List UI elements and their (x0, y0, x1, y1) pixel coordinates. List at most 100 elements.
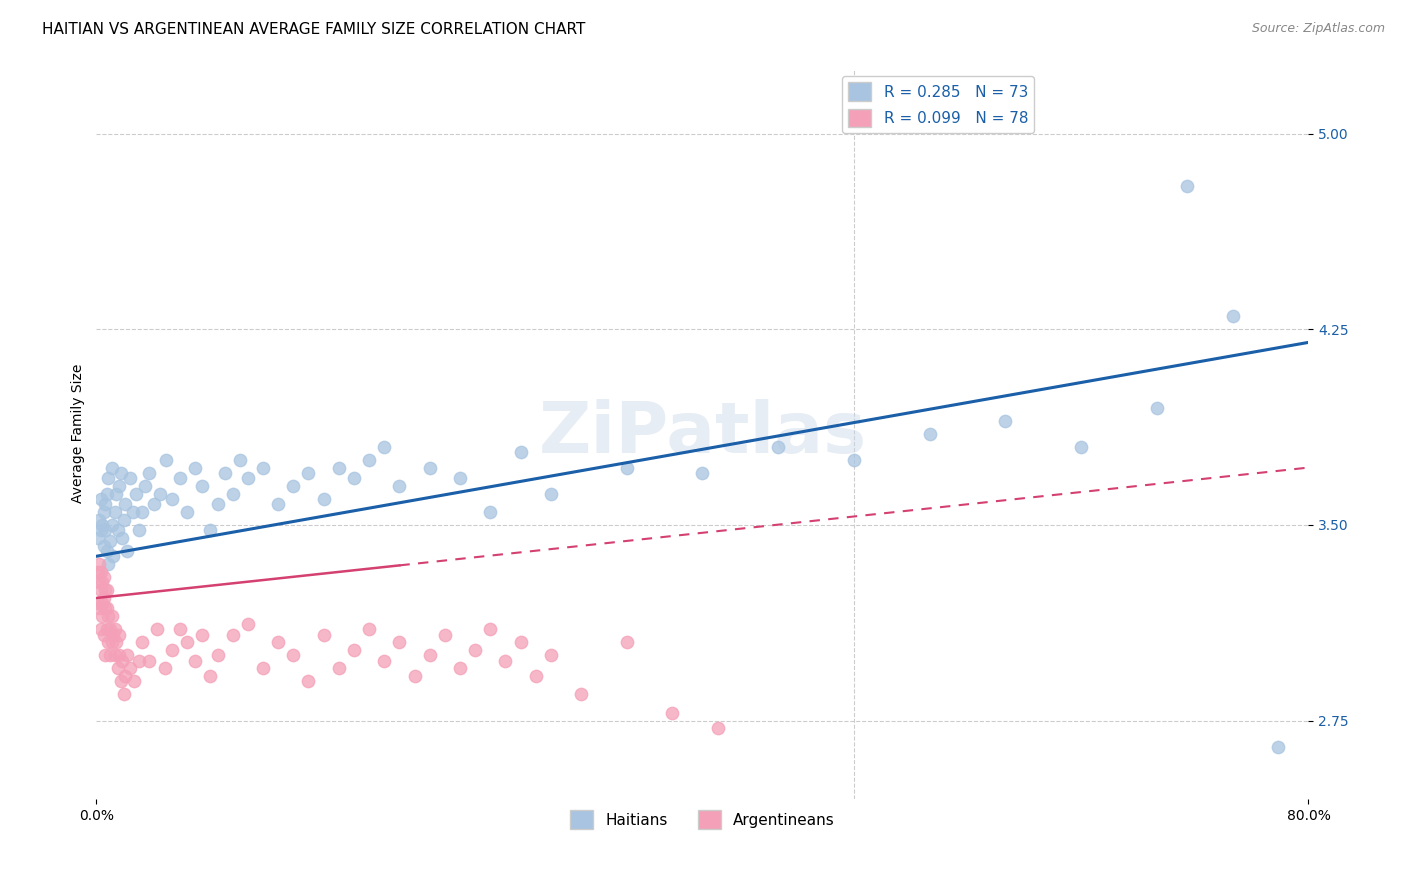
Point (297, 466, 319, 480)
Point (160, 643, 183, 657)
Point (479, 505, 502, 519)
Point (89, 513, 111, 527)
Point (87, 596, 110, 610)
Point (842, 452, 865, 467)
Point (433, 627, 456, 641)
Point (176, 505, 198, 519)
Point (236, 617, 259, 632)
Point (131, 505, 153, 519)
Point (373, 440, 395, 454)
Point (105, 486, 128, 500)
Point (155, 452, 177, 467)
Point (343, 643, 366, 657)
Point (93, 539, 115, 553)
Point (128, 654, 150, 668)
Point (449, 471, 471, 485)
Point (766, 440, 789, 454)
Point (96, 486, 118, 500)
Point (110, 674, 132, 689)
Point (90, 583, 112, 598)
Point (153, 661, 176, 675)
Point (198, 669, 221, 683)
Point (994, 414, 1017, 428)
Point (191, 627, 214, 641)
Point (1070, 440, 1092, 454)
Point (661, 706, 683, 720)
Point (122, 674, 145, 689)
Point (98, 622, 121, 636)
Point (191, 479, 214, 493)
Text: Source: ZipAtlas.com: Source: ZipAtlas.com (1251, 22, 1385, 36)
Point (388, 635, 411, 649)
Point (692, 466, 714, 480)
Point (98, 533, 121, 548)
Point (419, 460, 441, 475)
Point (108, 648, 131, 663)
Point (388, 479, 411, 493)
Point (97, 609, 120, 624)
Point (87, 565, 110, 579)
Point (222, 486, 245, 500)
Point (184, 654, 207, 668)
Point (96, 544, 118, 558)
Point (107, 523, 129, 537)
Point (1175, 178, 1198, 193)
Point (91, 609, 114, 624)
Point (114, 669, 136, 683)
Point (134, 479, 156, 493)
Point (449, 661, 471, 675)
Point (1222, 310, 1244, 324)
Point (90, 523, 112, 537)
Point (94, 523, 117, 537)
Point (138, 654, 160, 668)
Point (93, 570, 115, 584)
Point (142, 497, 165, 511)
Point (108, 479, 131, 493)
Point (404, 669, 426, 683)
Point (328, 460, 350, 475)
Point (89, 601, 111, 615)
Point (100, 518, 122, 533)
Point (98, 648, 121, 663)
Point (89, 575, 111, 590)
Point (169, 471, 191, 485)
Point (112, 688, 135, 702)
Point (236, 471, 259, 485)
Point (115, 648, 138, 663)
Point (90, 565, 112, 579)
Point (93, 627, 115, 641)
Point (207, 648, 229, 663)
Point (918, 426, 941, 441)
Point (111, 531, 134, 545)
Point (146, 622, 169, 636)
Point (312, 627, 335, 641)
Point (343, 471, 366, 485)
Text: ZiPatlas: ZiPatlas (538, 400, 866, 468)
Point (297, 674, 319, 689)
Point (540, 486, 562, 500)
Point (93, 505, 115, 519)
Point (283, 479, 305, 493)
Point (105, 635, 128, 649)
Point (419, 648, 441, 663)
Point (115, 544, 138, 558)
Point (169, 622, 191, 636)
Text: HAITIAN VS ARGENTINEAN AVERAGE FAMILY SIZE CORRELATION CHART: HAITIAN VS ARGENTINEAN AVERAGE FAMILY SI… (42, 22, 585, 37)
Point (96, 601, 118, 615)
Point (94, 601, 117, 615)
Point (87, 531, 110, 545)
Point (184, 460, 207, 475)
Point (100, 609, 122, 624)
Point (128, 523, 150, 537)
Legend: Haitians, Argentineans: Haitians, Argentineans (564, 805, 841, 835)
Point (97, 635, 120, 649)
Point (312, 491, 335, 506)
Point (110, 466, 132, 480)
Point (103, 505, 125, 519)
Point (207, 497, 229, 511)
Point (96, 622, 118, 636)
Point (91, 518, 114, 533)
Point (111, 654, 134, 668)
Point (229, 452, 252, 467)
Point (93, 591, 115, 605)
